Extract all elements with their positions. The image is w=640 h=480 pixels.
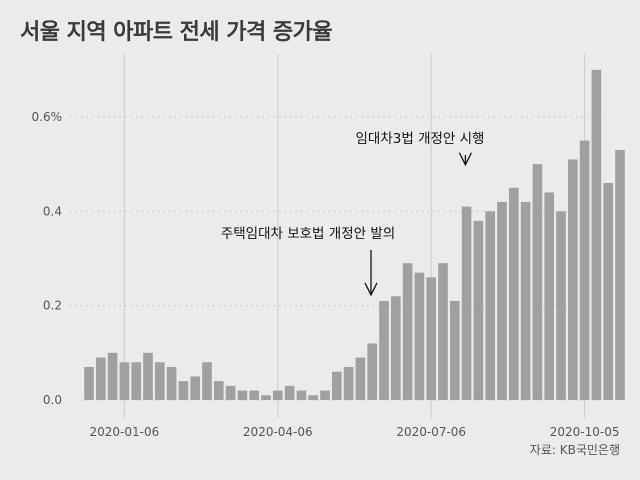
bar [166, 366, 177, 400]
bar [284, 385, 295, 400]
bar [485, 211, 495, 400]
bar [520, 201, 531, 400]
bar [131, 362, 141, 400]
bar [509, 187, 519, 400]
annotations: 주택임대차 보호법 개정안 발의 임대차3법 개정안 시행 [221, 131, 485, 297]
bar [107, 352, 118, 400]
y-tick-label: 0.6% [32, 110, 63, 124]
bar [332, 371, 342, 400]
y-tick-label: 0.0 [43, 393, 62, 407]
bar [568, 159, 578, 400]
x-tick-label: 2020-07-06 [396, 425, 466, 439]
bar [497, 201, 507, 400]
x-tick-label: 2020-04-06 [243, 425, 313, 439]
bar [450, 300, 460, 400]
bar [214, 381, 224, 400]
bar [402, 263, 413, 400]
chart-title: 서울 지역 아파트 전세 가격 증가율 [20, 20, 333, 45]
y-tick-label: 0.2 [43, 299, 62, 313]
bar [143, 352, 153, 400]
bar [225, 385, 236, 400]
bar [119, 362, 130, 400]
bar [190, 376, 200, 400]
y-axis-ticks: 0.0 0.2 0.4 0.6% [32, 110, 63, 407]
bar [355, 357, 366, 400]
bar [426, 277, 436, 400]
bar [556, 211, 566, 400]
bar [96, 357, 106, 400]
bar [249, 390, 259, 400]
bar [473, 220, 484, 400]
bar [320, 390, 330, 400]
source-note: 자료: KB국민은행 [529, 443, 620, 457]
bar [261, 395, 271, 400]
bar [273, 390, 283, 400]
bar [532, 164, 543, 400]
bar [379, 300, 389, 400]
annotation-label: 임대차3법 개정안 시행 [356, 131, 485, 147]
bar [544, 192, 554, 400]
bar [579, 140, 590, 401]
bar [202, 362, 212, 400]
bar [343, 366, 354, 400]
bar [84, 366, 94, 400]
bar [391, 296, 401, 400]
bar [155, 362, 165, 400]
y-tick-label: 0.4 [43, 204, 62, 218]
bar [591, 69, 602, 400]
annotation-arrowhead [364, 282, 378, 297]
bar [308, 395, 318, 400]
bar [615, 150, 625, 400]
annotation-label: 주택임대차 보호법 개정안 발의 [221, 226, 395, 242]
x-tick-label: 2020-01-06 [90, 425, 160, 439]
x-axis-ticks: 2020-01-06 2020-04-06 2020-07-06 2020-10-05 [90, 425, 620, 439]
bar [367, 343, 377, 400]
bars [84, 69, 625, 401]
bar [178, 381, 189, 400]
bar [296, 390, 307, 400]
bar [461, 206, 472, 400]
bar [414, 272, 425, 400]
annotation-arrowhead [458, 152, 472, 167]
bar [603, 183, 613, 400]
bar [237, 390, 248, 400]
x-tick-label: 2020-10-05 [550, 425, 620, 439]
bar [438, 263, 448, 400]
